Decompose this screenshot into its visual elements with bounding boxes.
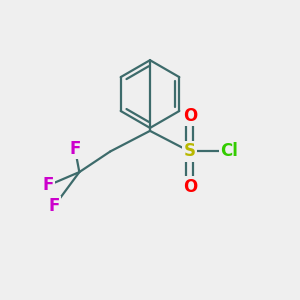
Text: F: F bbox=[49, 197, 60, 215]
Text: S: S bbox=[184, 142, 196, 160]
Text: F: F bbox=[69, 140, 81, 158]
Text: O: O bbox=[183, 178, 197, 196]
Text: F: F bbox=[43, 176, 54, 194]
Text: Cl: Cl bbox=[220, 142, 238, 160]
Text: O: O bbox=[183, 107, 197, 125]
